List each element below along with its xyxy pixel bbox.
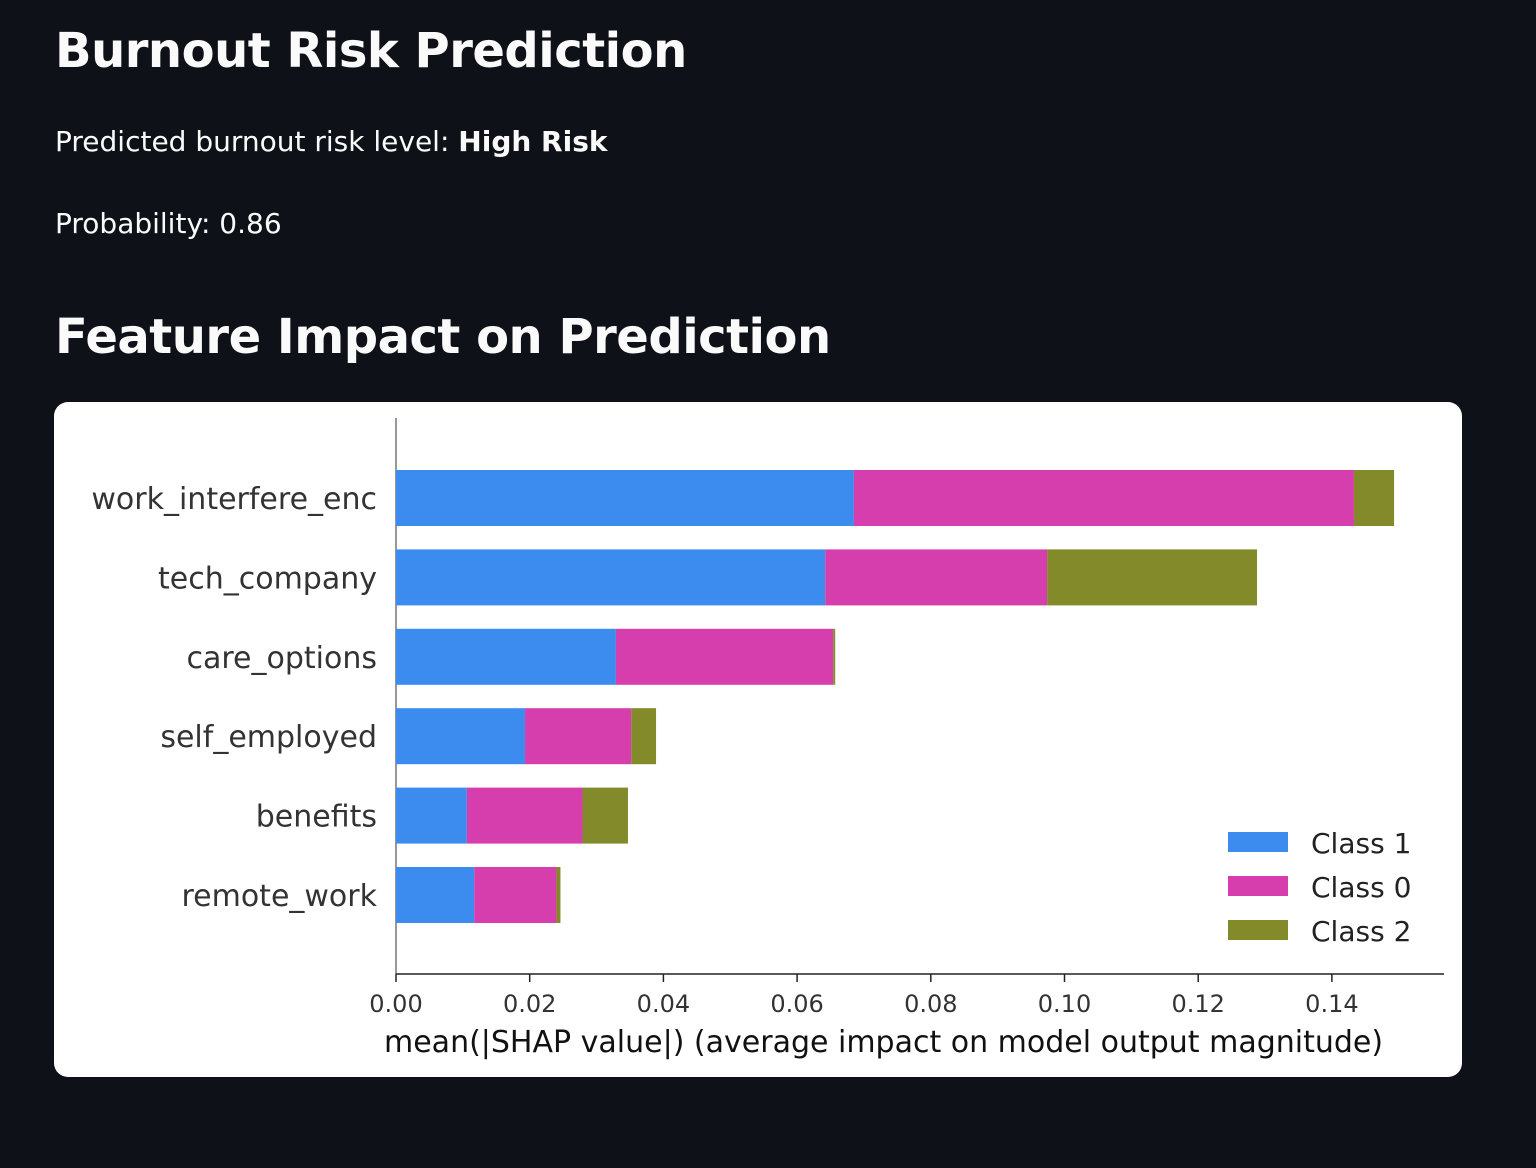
prediction-text: Predicted burnout risk level: High Risk: [55, 122, 608, 162]
legend-label: Class 2: [1311, 915, 1411, 948]
bar-work_interfere_enc-class-2: [1353, 470, 1395, 526]
bar-self_employed-class-0: [525, 708, 632, 765]
y-tick-label: benefits: [256, 800, 377, 835]
prediction-label: Predicted burnout risk level:: [55, 125, 459, 158]
bar-care_options-class-1: [396, 628, 616, 685]
x-tick-label: 0.02: [503, 990, 556, 1018]
bar-remote_work-class-0: [474, 867, 557, 923]
x-tick-label: 0.12: [1171, 990, 1224, 1018]
bar-remote_work-class-2: [556, 867, 561, 923]
x-tick-label: 0.14: [1305, 990, 1358, 1018]
bar-benefits-class-0: [466, 787, 583, 844]
bar-care_options-class-0: [615, 628, 834, 685]
shap-bar-chart: work_interfere_enc tech_company care_optio…: [91, 418, 1444, 1060]
bar-tech_company-class-0: [825, 549, 1048, 606]
legend-swatch: [1228, 832, 1288, 852]
bar-self_employed-class-1: [396, 708, 526, 765]
legend-swatch: [1228, 876, 1288, 896]
bar-work_interfere_enc-class-1: [396, 470, 854, 526]
y-tick-label: care_options: [186, 641, 377, 676]
x-tick-label: 0.08: [904, 990, 957, 1018]
x-tick-label: 0.10: [1038, 990, 1091, 1018]
bar-care_options-class-2: [833, 628, 836, 685]
bar-self_employed-class-2: [631, 708, 657, 765]
bar-work_interfere_enc-class-0: [853, 470, 1354, 526]
y-tick-label: tech_company: [158, 561, 377, 596]
bar-benefits-class-1: [396, 787, 467, 844]
bar-tech_company-class-1: [396, 549, 826, 606]
probability-text: Probability: 0.86: [55, 207, 282, 240]
section-title: Feature Impact on Prediction: [55, 309, 831, 365]
y-tick-label: work_interfere_enc: [91, 482, 377, 517]
bar-remote_work-class-1: [396, 867, 475, 923]
x-axis-label: mean(|SHAP value|) (average impact on mo…: [384, 1025, 1383, 1060]
x-tick-label: 0.04: [637, 990, 690, 1018]
y-tick-label: remote_work: [181, 879, 377, 914]
shap-chart-card: work_interfere_enc tech_company care_optio…: [54, 402, 1462, 1077]
page-title: Burnout Risk Prediction: [55, 23, 687, 79]
bar-benefits-class-2: [582, 787, 628, 844]
legend-label: Class 0: [1311, 871, 1411, 904]
x-tick-label: 0.00: [369, 990, 422, 1018]
y-tick-label: self_employed: [160, 720, 377, 755]
prediction-value: High Risk: [458, 125, 608, 158]
legend-label: Class 1: [1311, 827, 1411, 860]
bar-tech_company-class-2: [1047, 549, 1258, 606]
x-tick-label: 0.06: [770, 990, 823, 1018]
legend-swatch: [1228, 920, 1288, 940]
